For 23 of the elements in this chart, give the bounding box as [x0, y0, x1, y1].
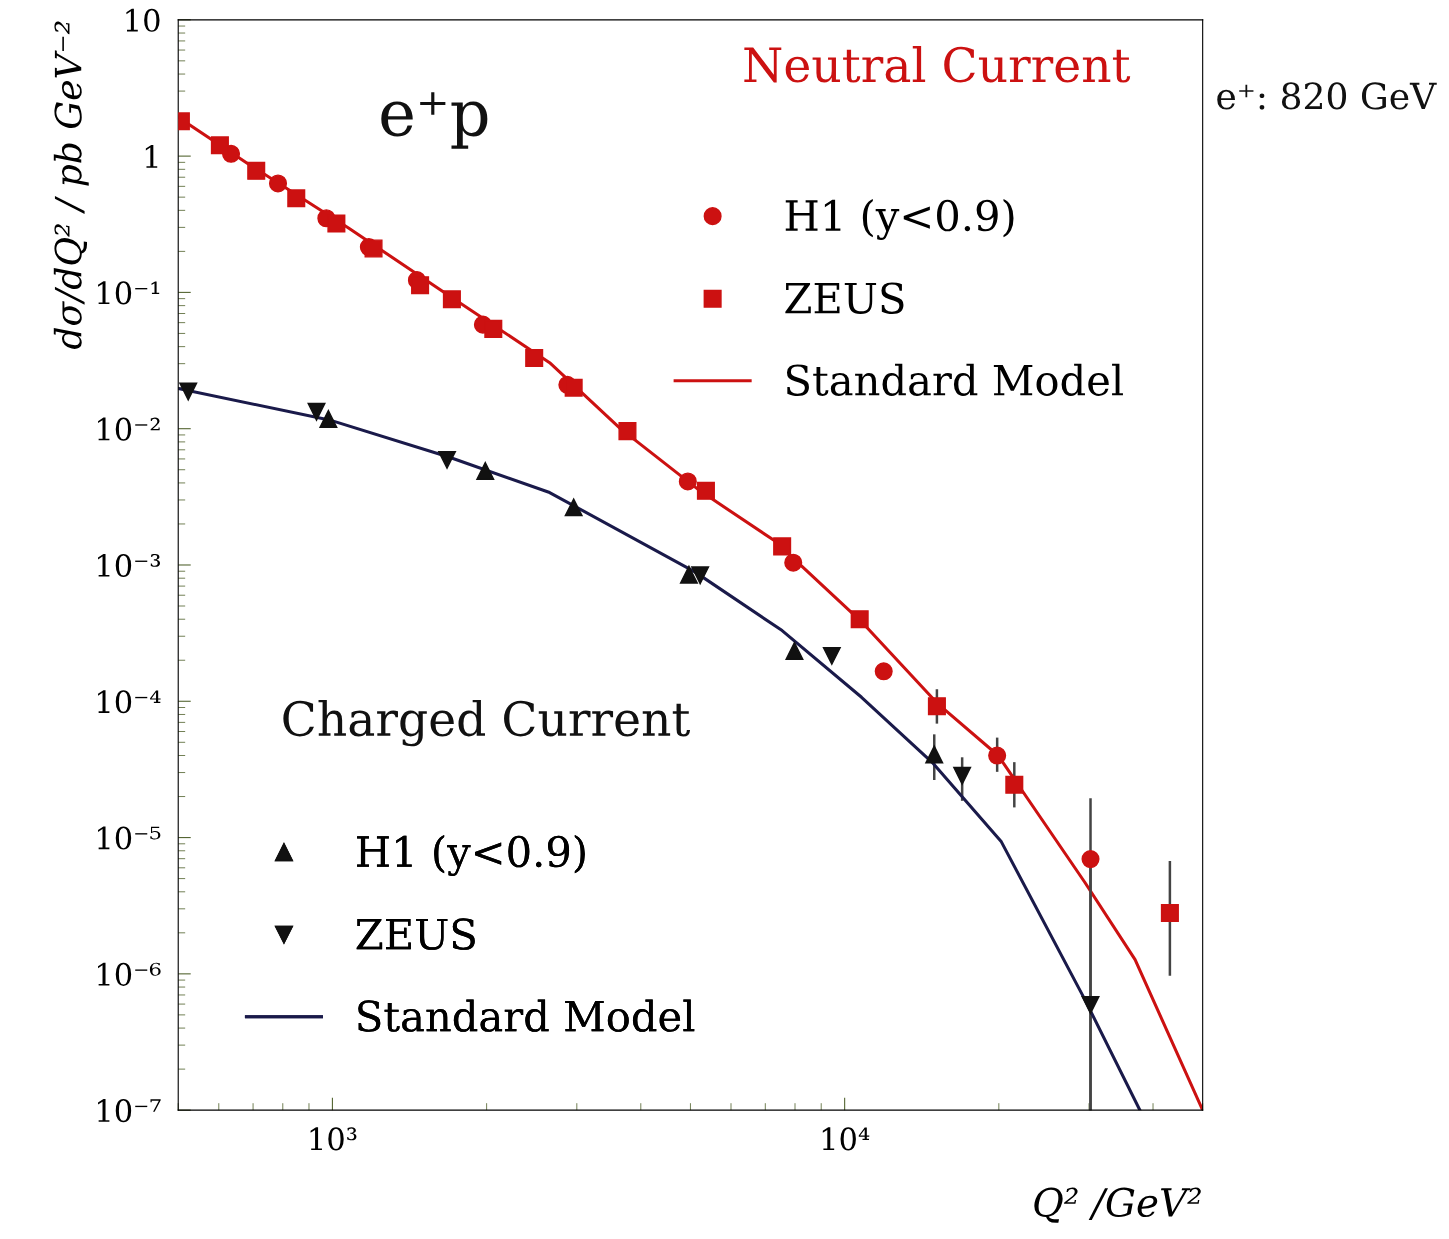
legend-label: ZEUS — [356, 918, 475, 950]
legend-label: Standard Model — [786, 363, 1123, 396]
legend-label: H1 (y<0.9) — [785, 199, 1014, 240]
x-tick-label: 10⁴ — [822, 1127, 870, 1151]
y-tick-label: 10⁻² — [98, 417, 160, 441]
annotation: e⁺p — [381, 92, 488, 149]
y-tick-label: 10⁻⁴ — [98, 690, 161, 714]
y-tick-label: 1 — [145, 145, 158, 168]
y-tick-label: 10⁻³ — [98, 553, 161, 578]
y-tick-label: 10 — [126, 8, 160, 32]
annotation: Charged Current — [283, 699, 691, 747]
y-tick-label: 10⁻⁶ — [98, 962, 161, 986]
x-tick-label: 10³ — [310, 1127, 357, 1151]
legend-label: Standard Model — [358, 999, 695, 1032]
x-axis-title: Q² /GeV² — [1034, 1187, 1201, 1223]
text: e⁺: 820 GeV — [1217, 82, 1437, 110]
y-tick-label: 10⁻¹ — [98, 281, 160, 305]
annotation: Neutral Current — [744, 46, 1131, 83]
y-tick-label: 10⁻⁷ — [98, 1099, 161, 1123]
legend-label: H1 (y<0.9) — [357, 835, 585, 876]
y-axis-title: dσ/dQ² / pb GeV⁻² — [53, 21, 89, 349]
y-tick-label: 10⁻⁵ — [98, 826, 161, 850]
legend-label: ZEUS — [785, 282, 904, 314]
